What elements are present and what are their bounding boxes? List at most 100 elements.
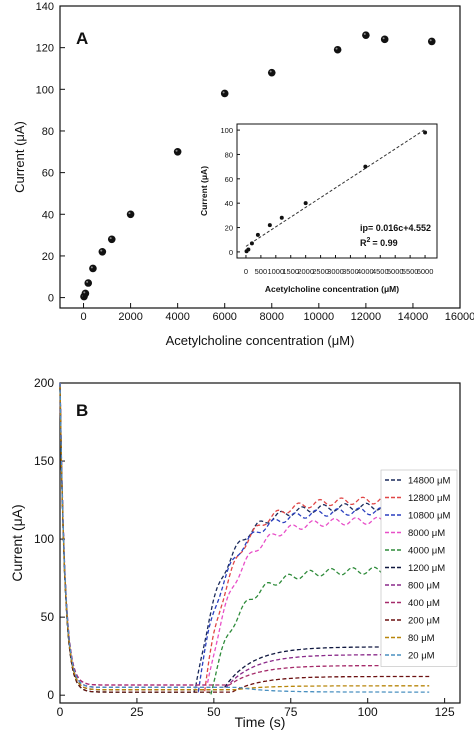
y-tick-label: 80 — [42, 126, 54, 138]
panel-b-traces — [59, 382, 430, 697]
trace-line — [59, 382, 430, 686]
trace-line — [59, 382, 430, 693]
inset-x-tick-label: 1500 — [282, 267, 299, 276]
panel-a-label: A — [76, 29, 88, 48]
inset-frame — [236, 123, 438, 259]
data-point — [220, 89, 229, 98]
legend-label: 10800 μM — [408, 511, 451, 522]
panel-b-y-ticks: 0 50 100 150 200 — [34, 376, 65, 702]
y-tick-label: 120 — [36, 43, 54, 55]
legend-label: 12800 μM — [408, 493, 451, 504]
inset-points — [244, 130, 428, 254]
inset-x-tick-label: 4500 — [372, 267, 389, 276]
panel-a-frame — [59, 5, 461, 309]
legend-label: 8000 μM — [408, 528, 445, 539]
panel-b: B 0 25 50 75 100 125 0 50 100 150 200 14800 μM 128… — [9, 376, 461, 730]
data-point — [267, 68, 276, 77]
data-point-highlight — [382, 37, 385, 40]
inset-x-ticks: 0 500 100015002000250030003500400045005000… — [244, 255, 434, 276]
inset-y-tick-label: 40 — [225, 199, 233, 208]
x-tick-label: 6000 — [212, 311, 236, 323]
trace-line — [59, 385, 430, 694]
trace-line — [59, 385, 430, 691]
panel-a-y-ticks: 0 20 40 60 80 100 120 140 — [36, 1, 65, 305]
panel-a-x-label: Acetylcholine concentration (μM) — [166, 333, 355, 348]
panel-b-frame — [59, 382, 461, 704]
y-tick-label: 200 — [34, 376, 54, 390]
inset-data-point — [279, 215, 284, 220]
trace-line — [59, 382, 430, 689]
inset-data-point — [423, 130, 428, 135]
inset-x-tick-label: 0 — [244, 267, 248, 276]
inset-x-tick-label: 2500 — [312, 267, 329, 276]
inset-data-point — [303, 201, 308, 206]
panel-a-x-ticks: 0 2000 4000 6000 8000 10000 12000 14000 16000 — [80, 303, 474, 323]
x-tick-label: 2000 — [118, 311, 142, 323]
y-tick-label: 100 — [34, 532, 54, 546]
inset-y-tick-label: 100 — [220, 126, 233, 135]
inset-data-point — [255, 232, 260, 237]
x-tick-label: 25 — [130, 705, 144, 719]
data-point — [107, 235, 116, 244]
data-point-highlight — [175, 149, 178, 152]
data-point — [380, 35, 389, 44]
inset-y-tick-label: 0 — [229, 248, 233, 257]
data-point — [173, 147, 182, 156]
inset-r2-sup: 2 — [367, 237, 371, 244]
data-point-highlight — [335, 47, 338, 50]
inset-y-tick-label: 20 — [225, 224, 233, 233]
inset-r-squared: R2 = 0.99 — [360, 237, 398, 248]
y-tick-label: 60 — [42, 168, 54, 180]
panel-b-x-label: Time (s) — [235, 714, 286, 730]
data-point-highlight — [90, 266, 93, 269]
trace-line — [59, 387, 430, 693]
y-tick-label: 140 — [36, 1, 54, 13]
trace-line — [59, 382, 430, 686]
y-tick-label: 50 — [41, 610, 55, 624]
y-tick-label: 20 — [42, 251, 54, 263]
data-point-highlight — [128, 212, 131, 215]
inset-x-tick-label: 4000 — [357, 267, 374, 276]
inset-x-tick-label: 500 — [255, 267, 268, 276]
trace-line — [59, 387, 430, 693]
inset-y-label: Current (μA) — [199, 166, 209, 216]
data-point-highlight — [269, 70, 272, 73]
panel-a-y-label: Current (μA) — [12, 121, 27, 193]
x-tick-label: 4000 — [165, 311, 189, 323]
inset-data-point — [246, 247, 251, 252]
x-tick-label: 8000 — [260, 311, 284, 323]
x-tick-label: 125 — [435, 705, 455, 719]
inset-y-ticks: 0 20 40 60 80 100 — [220, 126, 240, 257]
data-point-highlight — [429, 39, 432, 42]
panel-b-y-label: Current (μA) — [9, 504, 25, 581]
y-tick-label: 40 — [42, 209, 54, 221]
inset-equation: ip= 0.016c+4.552 — [360, 223, 431, 233]
data-point-highlight — [222, 91, 225, 94]
legend-label: 400 μM — [408, 598, 440, 609]
inset-data-point — [267, 223, 272, 228]
inset-x-label: Acetylcholine concentration (μM) — [265, 284, 399, 294]
x-tick-label: 50 — [207, 705, 221, 719]
legend-label: 200 μM — [408, 616, 440, 627]
legend-label: 80 μM — [408, 633, 435, 644]
inset-chart: 0 500 100015002000250030003500400045005000… — [199, 123, 438, 294]
data-point — [89, 264, 97, 273]
x-tick-label: 14000 — [398, 311, 429, 323]
legend-label: 1200 μM — [408, 563, 445, 574]
inset-data-point — [249, 241, 254, 246]
inset-x-tick-label: 6000 — [417, 267, 434, 276]
panel-b-label: B — [76, 401, 88, 420]
inset-x-tick-label: 2000 — [297, 267, 314, 276]
data-point — [427, 37, 436, 46]
x-tick-label: 100 — [358, 705, 378, 719]
inset-x-tick-label: 5000 — [387, 267, 404, 276]
legend-label: 4000 μM — [408, 546, 445, 557]
inset-y-tick-label: 80 — [225, 150, 233, 159]
x-tick-label: 10000 — [304, 311, 335, 323]
data-point-highlight — [109, 237, 112, 240]
inset-fit-line — [245, 128, 426, 247]
data-point — [98, 247, 107, 256]
inset-r2-value: = 0.99 — [372, 238, 397, 248]
inset-r2-label: R — [360, 238, 367, 248]
